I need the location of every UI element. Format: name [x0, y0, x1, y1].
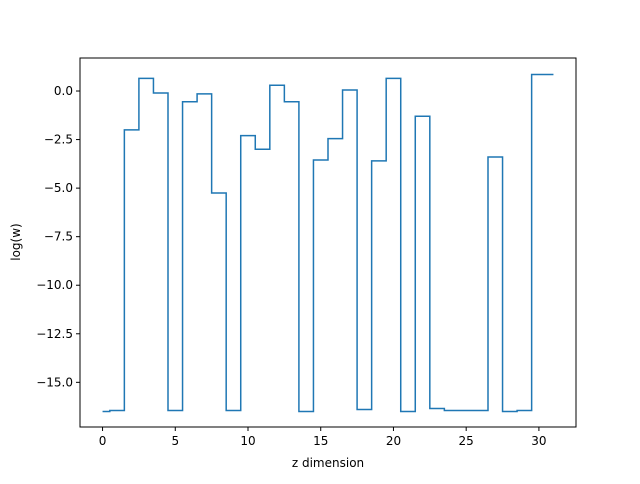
x-tick-label: 25 — [459, 434, 474, 448]
axes-frame — [79, 57, 577, 428]
y-tick-label: −2.5 — [44, 133, 73, 147]
x-tick-label: 20 — [386, 434, 401, 448]
x-tick-label: 30 — [531, 434, 546, 448]
y-tick-label: −15.0 — [36, 375, 73, 389]
x-tick-label: 0 — [99, 434, 107, 448]
x-tick-label: 10 — [240, 434, 255, 448]
series-line-0 — [102, 73, 554, 413]
y-tick-label: −10.0 — [36, 278, 73, 292]
x-axis-label: z dimension — [292, 456, 364, 470]
y-tick-label: 0.0 — [54, 84, 73, 98]
y-tick-label: −7.5 — [44, 230, 73, 244]
x-tick-label: 15 — [313, 434, 328, 448]
plot-area — [102, 73, 554, 413]
y-axis-label: log(w) — [9, 223, 23, 260]
x-tick-label: 5 — [171, 434, 179, 448]
y-tick-label: −12.5 — [36, 327, 73, 341]
y-tick-label: −5.0 — [44, 181, 73, 195]
ticks: 0 5 10 15 20 25 30 0.0 −2.5 −5.0 −7.5 −10.0 −12.5 −15… — [36, 84, 546, 448]
